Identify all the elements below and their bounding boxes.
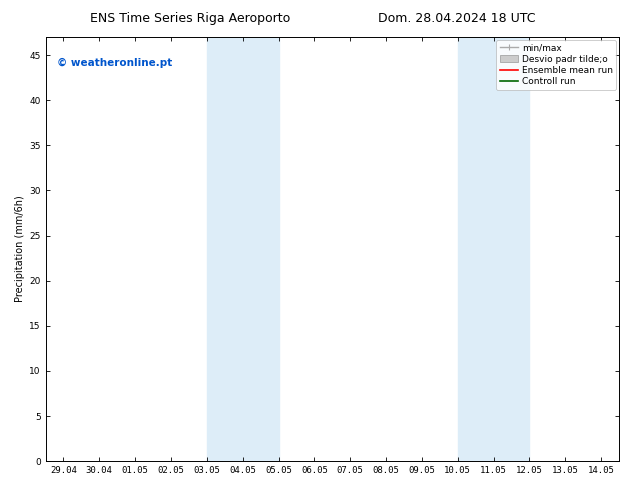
Text: ENS Time Series Riga Aeroporto: ENS Time Series Riga Aeroporto	[90, 12, 290, 25]
Bar	[207, 37, 278, 461]
Y-axis label: Precipitation (mm/6h): Precipitation (mm/6h)	[15, 196, 25, 302]
Text: © weatheronline.pt: © weatheronline.pt	[57, 58, 172, 68]
Text: Dom. 28.04.2024 18 UTC: Dom. 28.04.2024 18 UTC	[378, 12, 535, 25]
Legend: min/max, Desvio padr tilde;o, Ensemble mean run, Controll run: min/max, Desvio padr tilde;o, Ensemble m…	[496, 40, 616, 90]
Bar	[458, 37, 529, 461]
